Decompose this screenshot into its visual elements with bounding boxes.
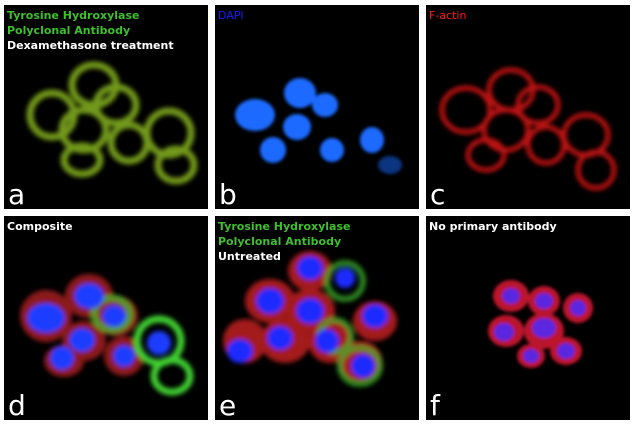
caption-line: No primary antibody [429,220,557,233]
caption-line: Tyrosine Hydroxylase [7,9,140,22]
micrograph-image [26,61,198,185]
panel-letter: b [219,178,237,210]
panel-letter: e [219,389,237,421]
caption-line: Dexamethasone treatment [7,39,174,52]
panel-caption: No primary antibody [429,219,557,234]
panel-b-dapi: DAPI b [215,5,419,209]
micrograph-image [235,78,402,174]
panel-letter: a [8,178,26,210]
panel-letter: f [430,389,440,421]
caption-line: Tyrosine Hydroxylase [218,220,351,233]
panel-caption: Tyrosine Hydroxylase Polyclonal Antibody… [7,8,174,53]
panel-caption: DAPI [218,8,244,23]
micrograph-image [20,274,194,396]
panel-letter: d [8,389,26,421]
panel-e-th-untreated: Tyrosine Hydroxylase Polyclonal Antibody… [215,216,419,420]
caption-line: Polyclonal Antibody [218,235,342,248]
caption-line: Polyclonal Antibody [7,24,131,37]
micrograph-image [488,280,593,368]
panel-caption: Tyrosine Hydroxylase Polyclonal Antibody… [218,219,351,264]
caption-line: DAPI [218,9,244,22]
micrograph-image [439,67,617,191]
micrograph-image [223,251,397,387]
panel-c-f-actin: F-actin c [426,5,630,209]
panel-caption: Composite [7,219,73,234]
caption-line: F-actin [429,9,467,22]
panel-d-composite: Composite d [4,216,208,420]
panel-caption: F-actin [429,8,466,23]
caption-line: Untreated [218,250,281,263]
panel-a-th-dexamethasone: Tyrosine Hydroxylase Polyclonal Antibody… [4,5,208,209]
panel-f-no-primary: No primary antibody f [426,216,630,420]
panel-letter: c [430,178,446,210]
caption-line: Composite [7,220,73,233]
